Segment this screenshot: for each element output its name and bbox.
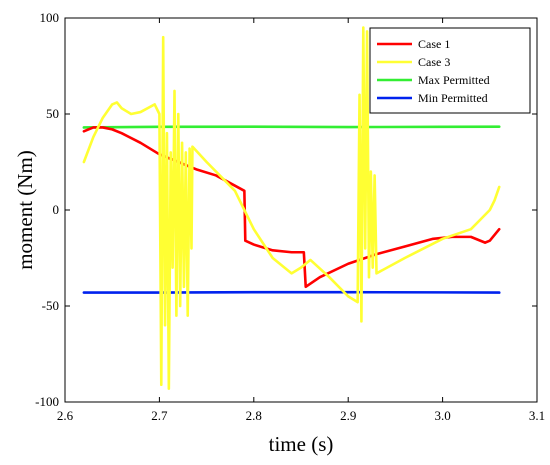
y-tick-label: 100 [40, 10, 60, 25]
legend-label-case-3: Case 3 [418, 55, 450, 69]
legend-label-min-permitted: Min Permitted [418, 91, 488, 105]
x-axis-label: time (s) [269, 432, 334, 456]
x-tick-label: 2.9 [340, 408, 356, 423]
y-tick-label: 0 [53, 202, 60, 217]
legend-label-case-1: Case 1 [418, 37, 450, 51]
x-tick-label: 3.1 [529, 408, 545, 423]
y-tick-label: 50 [46, 106, 59, 121]
legend: Case 1 Case 3 Max Permitted Min Permitted [369, 27, 531, 114]
y-axis: -100 -50 0 50 100 [35, 10, 537, 409]
y-axis-label: moment (Nm) [13, 150, 37, 270]
series-line-max-permitted [82, 125, 501, 129]
series-layer [82, 26, 501, 390]
legend-label-max-permitted: Max Permitted [418, 73, 490, 87]
x-axis: 2.6 2.7 2.8 2.9 3.0 3.1 [57, 18, 545, 423]
y-tick-label: -100 [35, 394, 59, 409]
x-tick-label: 3.0 [434, 408, 450, 423]
x-tick-label: 2.7 [151, 408, 168, 423]
y-tick-label: -50 [42, 298, 59, 313]
series-line-case-3 [82, 26, 501, 390]
x-tick-label: 2.8 [246, 408, 262, 423]
x-tick-label: 2.6 [57, 408, 74, 423]
